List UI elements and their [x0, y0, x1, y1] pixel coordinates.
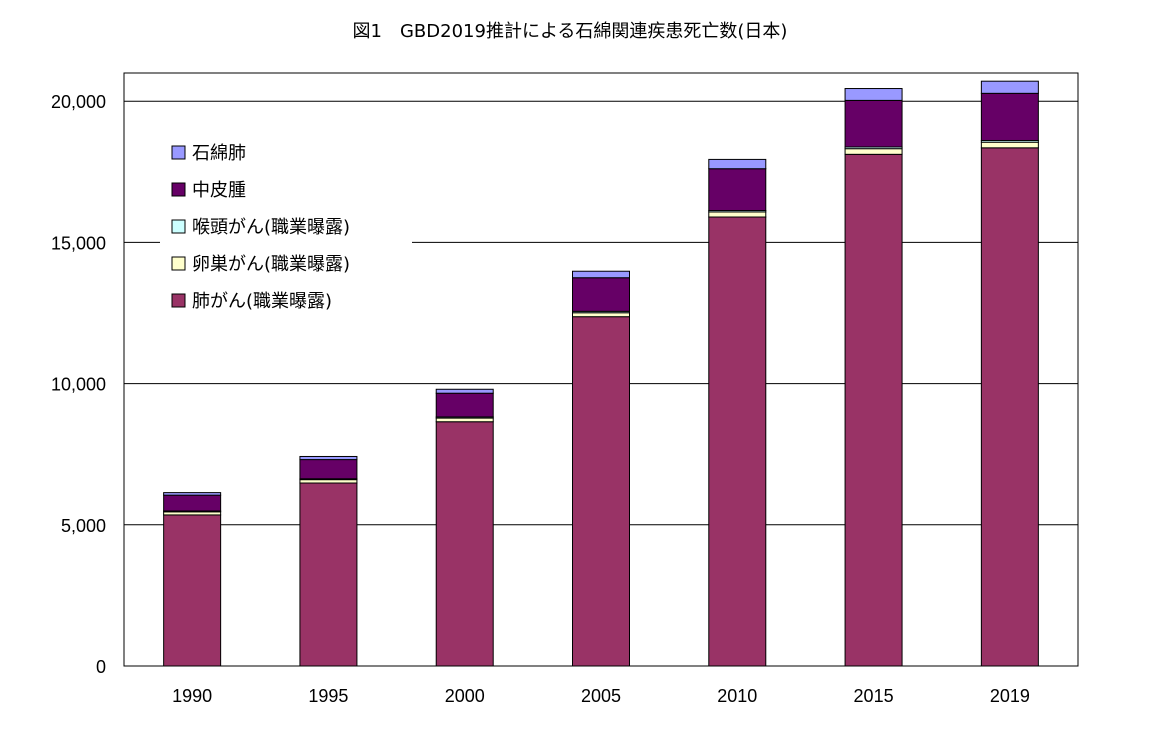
- legend-label: 中皮腫: [192, 180, 246, 201]
- y-tick-label: 0: [96, 657, 106, 677]
- bar-segment: [163, 514, 222, 667]
- y-tick-label: 5,000: [61, 516, 106, 536]
- chart-title: 図1 GBD2019推計による石綿関連疾患死亡数(日本): [353, 21, 788, 42]
- x-tick-label: 2019: [990, 686, 1030, 706]
- x-tick-label: 1995: [308, 686, 348, 706]
- bar-segment: [299, 482, 358, 667]
- bar-segment: [299, 455, 358, 461]
- legend-label: 肺がん(職業曝露): [192, 291, 332, 312]
- y-tick-label: 20,000: [51, 92, 106, 112]
- bar-segment: [572, 312, 630, 318]
- x-tick-label: 2000: [445, 686, 485, 706]
- bar-segment: [980, 147, 1039, 667]
- bar-segment: [163, 492, 222, 496]
- bar-segment: [299, 459, 358, 480]
- bar-segment: [708, 168, 767, 212]
- bars: [163, 80, 1039, 667]
- bar-segment: [435, 388, 494, 394]
- legend-box: [160, 132, 412, 328]
- x-axis-ticks: 1990 1995 2000 2005 2010 2015 2019: [172, 686, 1030, 706]
- y-tick-label: 10,000: [51, 375, 106, 395]
- x-tick-label: 2015: [854, 686, 894, 706]
- bar-segment: [435, 392, 494, 418]
- bar-segment: [844, 153, 903, 667]
- bar-segment: [572, 277, 630, 312]
- bar-segment: [844, 88, 903, 101]
- legend-swatch: [171, 293, 186, 308]
- legend-label: 卵巣がん(職業曝露): [192, 254, 350, 275]
- x-tick-label: 1990: [172, 686, 212, 706]
- bar-segment: [980, 141, 1039, 149]
- x-tick-label: 2010: [717, 686, 757, 706]
- bar-segment: [844, 148, 903, 155]
- legend-swatch: [171, 145, 186, 160]
- bar-segment: [572, 270, 630, 279]
- bar-segment: [708, 211, 767, 218]
- legend-swatch: [171, 182, 186, 197]
- bar-segment: [572, 316, 630, 667]
- bar-segment: [980, 92, 1039, 141]
- legend-swatch: [171, 256, 186, 271]
- bar-segment: [435, 417, 494, 423]
- legend-label: 石綿肺: [192, 143, 246, 164]
- y-axis-ticks: 0 5,000 10,000 15,000 20,000: [51, 92, 106, 677]
- bar-segment: [435, 421, 494, 667]
- x-tick-label: 2005: [581, 686, 621, 706]
- bar-segment: [708, 216, 767, 667]
- bar-segment: [299, 479, 358, 484]
- bar-segment: [980, 80, 1039, 94]
- legend-swatch: [171, 219, 186, 234]
- legend-label: 喉頭がん(職業曝露): [192, 217, 350, 238]
- bar-segment: [163, 494, 222, 512]
- bar-segment: [708, 158, 767, 170]
- bar-segment: [844, 99, 903, 148]
- y-tick-label: 15,000: [51, 233, 106, 253]
